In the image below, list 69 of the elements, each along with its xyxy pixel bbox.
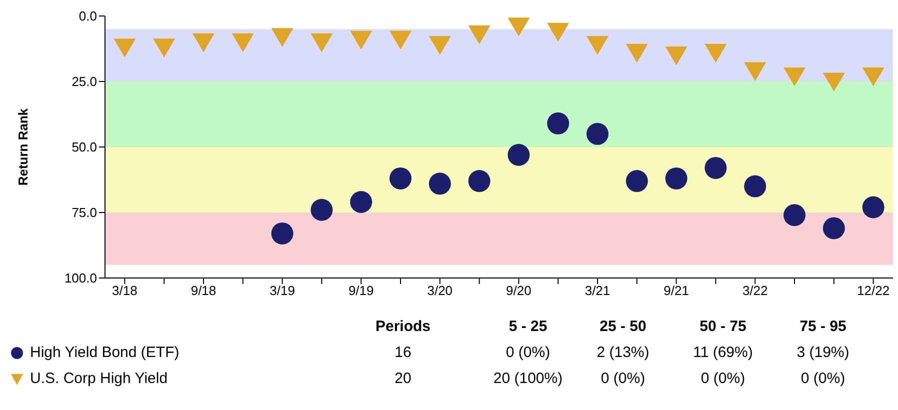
point [744, 175, 766, 198]
point [271, 28, 294, 47]
text: 16 [394, 344, 412, 361]
point [744, 62, 766, 81]
y-tick-label: 25.0 [72, 74, 97, 90]
text: 0 (0%) [800, 370, 846, 387]
point [390, 167, 412, 190]
point [428, 36, 451, 55]
text: 0 (0%) [600, 370, 646, 387]
point [114, 38, 136, 58]
text: 75 - 95 [798, 318, 848, 335]
point [390, 30, 412, 50]
point [350, 191, 372, 214]
x-tick-label: 9/19 [348, 283, 374, 298]
y-tick-label: 0.0 [78, 8, 97, 24]
point [468, 170, 490, 192]
x-tick-label: 9/21 [664, 283, 689, 298]
point [508, 18, 530, 36]
text: 20 (100%) [492, 370, 564, 387]
point [784, 204, 806, 226]
point [626, 44, 648, 63]
point [192, 33, 214, 52]
point [586, 122, 608, 145]
text: 3 (19%) [796, 344, 850, 361]
y-tick-label: 75.0 [72, 205, 97, 220]
point [310, 198, 333, 221]
y-axis-title: Return Rank [16, 108, 31, 186]
text: 25 - 50 [598, 318, 648, 335]
point [468, 26, 490, 44]
point [626, 170, 648, 192]
x-tick-label: 3/19 [270, 283, 295, 298]
point [822, 72, 845, 92]
x-tick-label: 9/18 [190, 283, 216, 298]
y-tick-label: 100.0 [64, 270, 97, 286]
point [586, 36, 608, 55]
x-tick-label: 12/22 [857, 283, 890, 298]
x-tick-label: 3/18 [112, 283, 138, 298]
point [862, 67, 884, 86]
point [508, 144, 530, 166]
x-tick-label: 3/21 [584, 283, 610, 298]
point [704, 44, 727, 63]
text: 5 - 25 [508, 318, 548, 335]
point [862, 196, 884, 218]
point [822, 217, 845, 240]
point [153, 38, 176, 58]
point [232, 33, 254, 52]
text: 50 - 75 [698, 318, 748, 335]
point [704, 156, 727, 179]
text: 0 (0%) [504, 344, 552, 361]
x-tick-label: 9/20 [506, 283, 532, 298]
point [310, 33, 333, 52]
point [350, 30, 372, 50]
point [665, 167, 688, 190]
point [547, 112, 570, 134]
y-tick-label: 50.0 [72, 140, 97, 155]
point [547, 22, 570, 42]
text: 0 (0%) [700, 370, 746, 387]
x-tick-label: 3/22 [742, 283, 768, 298]
text: Periods [374, 318, 432, 335]
point [665, 46, 688, 66]
legend-label: U.S. Corp High Yield [30, 370, 168, 387]
point [784, 67, 806, 86]
text: 2 (13%) [596, 344, 650, 361]
legend-label: High Yield Bond (ETF) [30, 344, 180, 361]
text: 11 (69%) [692, 344, 754, 361]
point [271, 222, 294, 244]
point [428, 172, 451, 195]
text: 20 [394, 370, 412, 387]
x-tick-label: 3/20 [427, 283, 453, 298]
